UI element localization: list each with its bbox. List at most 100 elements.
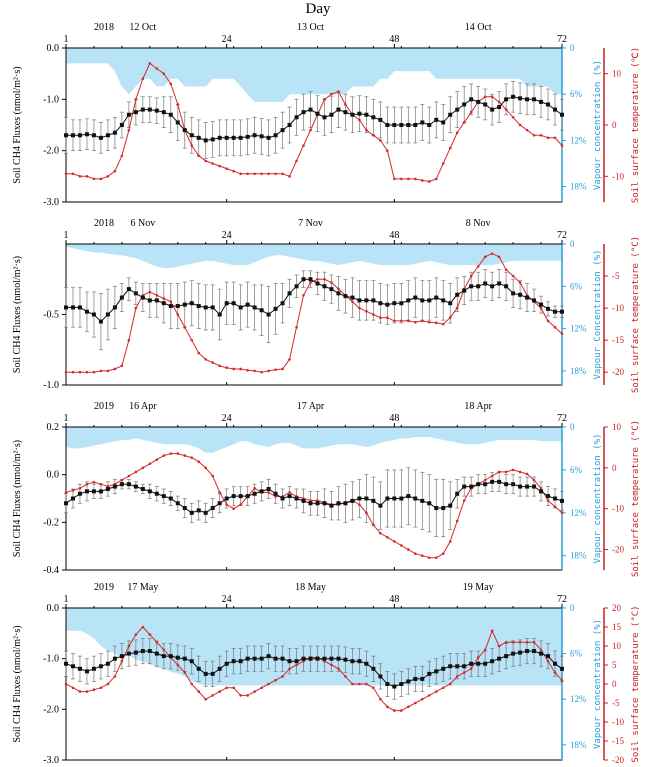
x-tick-label: 24 xyxy=(222,413,232,424)
flux-point xyxy=(217,666,222,671)
temp-point xyxy=(469,667,473,671)
flux-point xyxy=(483,661,488,666)
temp-point xyxy=(204,466,208,470)
temp-line xyxy=(65,453,563,559)
temp-point xyxy=(497,255,501,259)
flux-point xyxy=(273,306,278,311)
flux-point xyxy=(140,486,145,491)
plot-frame xyxy=(65,243,563,386)
flux-point xyxy=(343,657,348,662)
vapour-tick-label: 6% xyxy=(570,281,583,291)
temp-point xyxy=(393,540,396,543)
temp-point xyxy=(434,690,438,693)
vapour-axis-title: Vapour concentration (%) xyxy=(593,60,603,190)
temp-point xyxy=(553,671,557,674)
temp-point xyxy=(92,480,96,484)
vapour-tick-label: 6% xyxy=(570,465,583,475)
flux-point xyxy=(427,501,432,506)
flux-point xyxy=(504,654,509,659)
temp-point xyxy=(358,682,361,686)
vapour-tick-label: 12% xyxy=(570,135,587,145)
day-label: 13 Oct xyxy=(297,22,324,33)
flux-point xyxy=(182,656,187,661)
temp-point xyxy=(504,640,508,644)
flux-point xyxy=(539,651,544,656)
flux-point xyxy=(560,666,564,671)
temp-point xyxy=(274,368,277,371)
flux-point xyxy=(560,498,564,503)
flux-point xyxy=(392,301,397,306)
temp-line xyxy=(66,253,563,373)
temp-point xyxy=(553,136,557,140)
flux-point xyxy=(392,123,397,127)
temp-point xyxy=(239,367,242,371)
y-tick-label: -1.0 xyxy=(43,94,59,105)
temp-point xyxy=(134,98,138,101)
temp-point xyxy=(274,678,277,682)
flux-point xyxy=(126,482,131,487)
flux-point xyxy=(357,111,362,116)
flux-point xyxy=(91,489,96,494)
temp-point xyxy=(455,675,459,678)
vapour-tick-label: 0 xyxy=(570,603,575,613)
flux-point xyxy=(175,501,180,506)
temp-tick-label: 10 xyxy=(612,641,622,651)
temp-point xyxy=(413,177,417,181)
flux-point xyxy=(441,298,446,303)
temp-point xyxy=(148,290,152,294)
flux-point xyxy=(161,654,166,659)
temp-point xyxy=(337,90,340,93)
flux-point xyxy=(364,298,369,303)
temp-point xyxy=(204,358,208,361)
temp-point xyxy=(64,172,68,176)
temp-point xyxy=(176,103,180,106)
temp-point xyxy=(379,139,382,142)
temp-point xyxy=(246,694,249,697)
flux-point xyxy=(392,496,397,501)
flux-point xyxy=(77,133,82,138)
flux-point xyxy=(224,301,229,306)
flux-point xyxy=(385,682,390,686)
flux-point xyxy=(245,656,250,661)
temp-point xyxy=(113,169,117,173)
flux-point xyxy=(175,120,180,125)
flux-point xyxy=(119,295,124,300)
x-tick-label: 48 xyxy=(389,230,399,241)
temp-point xyxy=(351,300,354,303)
temp-tick-label: -20 xyxy=(612,545,624,555)
temp-point xyxy=(190,456,194,459)
flux-point xyxy=(133,110,138,115)
panel-4: 1 24 48 72 2019 17 May 18 May 19 May 0.0 -1.0 -2.0… xyxy=(12,582,641,766)
temp-tick-label: -10 xyxy=(612,303,624,313)
day-label: 14 Oct xyxy=(465,22,492,33)
flux-point xyxy=(224,661,229,666)
temp-point xyxy=(281,367,284,371)
flux-point xyxy=(399,301,404,306)
flux-point xyxy=(77,666,82,671)
flux-point xyxy=(336,107,341,112)
flux-point xyxy=(525,295,530,300)
temp-point xyxy=(497,100,501,104)
temp-point xyxy=(232,686,235,690)
flux-point xyxy=(154,108,159,113)
temp-point xyxy=(162,454,166,457)
temp-point xyxy=(183,454,187,457)
temp-point xyxy=(365,682,368,686)
temp-point xyxy=(560,511,564,515)
temp-point xyxy=(365,128,368,132)
flux-point xyxy=(329,112,334,117)
flux-point xyxy=(413,676,418,681)
temp-point xyxy=(323,98,326,101)
temp-point xyxy=(393,177,396,181)
temp-point xyxy=(504,108,508,111)
temp-point xyxy=(113,675,117,678)
temp-point xyxy=(99,177,103,181)
y-tick-label: -3.0 xyxy=(43,197,59,208)
flux-point xyxy=(64,661,68,666)
temp-point xyxy=(358,118,361,122)
temp-point xyxy=(155,458,159,461)
vapour-tick-label: 18% xyxy=(570,366,587,376)
temp-point xyxy=(546,136,550,140)
temp-point xyxy=(288,358,291,361)
temp-point xyxy=(455,519,459,523)
